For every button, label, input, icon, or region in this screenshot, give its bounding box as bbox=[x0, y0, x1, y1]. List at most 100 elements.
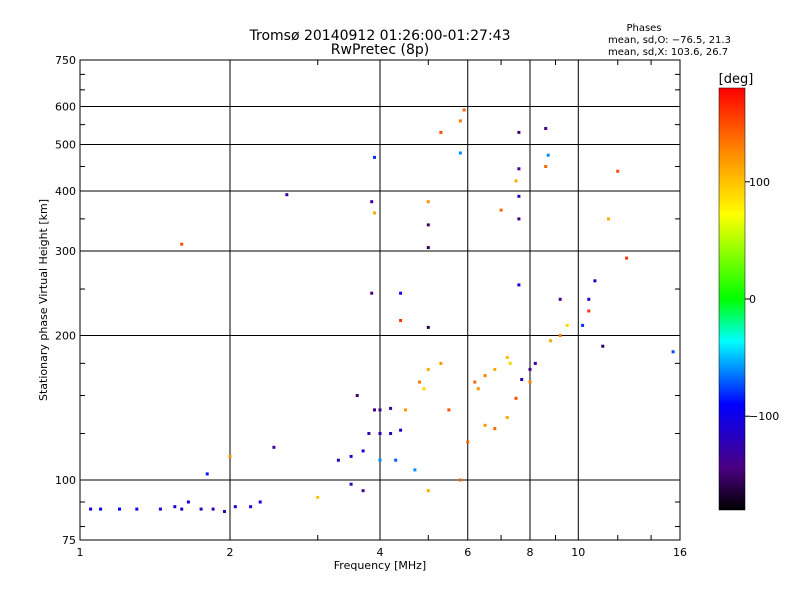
data-point bbox=[223, 510, 226, 513]
data-point bbox=[625, 256, 629, 260]
data-point bbox=[533, 361, 537, 365]
data-point bbox=[544, 165, 548, 168]
data-point bbox=[458, 119, 462, 123]
y-tick-label: 200 bbox=[55, 330, 76, 343]
data-point bbox=[373, 211, 376, 215]
data-point bbox=[426, 489, 430, 493]
data-point bbox=[483, 423, 487, 427]
data-point bbox=[466, 440, 470, 444]
data-point bbox=[399, 319, 403, 322]
data-point bbox=[476, 387, 480, 391]
data-point bbox=[355, 394, 359, 397]
data-point bbox=[180, 507, 184, 511]
data-point bbox=[378, 408, 382, 412]
data-point bbox=[389, 432, 393, 435]
chart-title: Tromsø 20140912 01:26:00-01:27:43 bbox=[249, 28, 511, 44]
data-point bbox=[186, 500, 190, 504]
data-point bbox=[517, 283, 521, 287]
data-point bbox=[439, 361, 443, 365]
colorbar-tick-label: 100 bbox=[749, 176, 770, 189]
y-axis-label: Stationary phase Virtual Height [km] bbox=[37, 199, 50, 401]
data-point bbox=[508, 361, 512, 365]
y-tick-label: 600 bbox=[55, 101, 76, 114]
data-point bbox=[228, 454, 232, 458]
data-point bbox=[413, 468, 417, 472]
y-tick-label: 300 bbox=[55, 245, 76, 258]
data-point bbox=[394, 458, 398, 462]
data-point bbox=[493, 427, 497, 431]
data-point bbox=[517, 217, 521, 221]
x-tick-label: 2 bbox=[227, 546, 234, 559]
data-point bbox=[349, 482, 353, 486]
data-point bbox=[99, 507, 103, 511]
data-point bbox=[593, 279, 597, 283]
data-point bbox=[373, 408, 376, 412]
data-point bbox=[458, 151, 462, 155]
colorbar-tick-label: 0 bbox=[749, 293, 756, 306]
data-point bbox=[367, 432, 371, 435]
x-tick-label: 6 bbox=[464, 546, 471, 559]
data-point bbox=[418, 380, 421, 384]
data-point bbox=[135, 507, 139, 511]
legend-entry-o: mean, sd,O: −76.5, 21.3 bbox=[608, 35, 731, 46]
legend-entry-x: mean, sd,X: 103.6, 26.7 bbox=[608, 47, 728, 58]
data-point bbox=[581, 323, 585, 327]
data-point bbox=[249, 505, 253, 509]
data-point bbox=[426, 367, 430, 371]
data-point bbox=[517, 167, 521, 171]
data-point bbox=[158, 507, 162, 511]
axis-ticks: 1 2 4 6 8 10 16 75 100 200 300 400 500 600 750 bbox=[55, 54, 687, 559]
x-tick-label: 4 bbox=[377, 546, 384, 559]
colorbar-ticks: 100 0 −100 bbox=[745, 176, 779, 423]
data-point bbox=[404, 408, 407, 412]
data-point bbox=[601, 344, 605, 348]
data-point bbox=[422, 387, 426, 391]
y-tick-label: 400 bbox=[55, 185, 76, 198]
y-tick-label: 750 bbox=[55, 54, 76, 67]
data-point bbox=[205, 472, 209, 476]
data-point bbox=[520, 378, 524, 381]
data-point bbox=[473, 380, 477, 384]
data-point bbox=[607, 217, 610, 221]
data-point bbox=[258, 500, 262, 504]
plot-frame bbox=[79, 59, 681, 541]
data-point bbox=[378, 458, 382, 462]
data-point bbox=[514, 179, 518, 183]
x-tick-label: 16 bbox=[673, 546, 687, 559]
data-point bbox=[336, 458, 340, 462]
x-tick-label: 1 bbox=[77, 546, 84, 559]
data-point bbox=[426, 200, 430, 204]
data-point bbox=[493, 367, 497, 371]
data-point bbox=[426, 246, 430, 250]
x-tick-label: 10 bbox=[571, 546, 585, 559]
chart-subtitle: RwPretec (8p) bbox=[331, 42, 429, 58]
data-point bbox=[389, 406, 393, 410]
colorbar bbox=[718, 87, 746, 511]
data-point bbox=[587, 297, 591, 301]
data-point bbox=[505, 416, 509, 419]
data-point bbox=[349, 454, 353, 458]
data-point bbox=[361, 449, 365, 453]
data-point bbox=[671, 350, 675, 354]
data-point bbox=[285, 193, 289, 197]
data-point bbox=[361, 489, 365, 493]
data-point bbox=[211, 507, 215, 511]
data-point bbox=[462, 108, 466, 112]
data-point bbox=[505, 356, 509, 359]
data-point bbox=[399, 291, 403, 295]
legend-heading: Phases bbox=[626, 23, 661, 34]
data-point bbox=[373, 155, 376, 159]
data-point bbox=[118, 507, 121, 511]
data-point bbox=[458, 478, 462, 482]
data-point bbox=[499, 208, 503, 212]
data-point bbox=[544, 127, 548, 130]
data-points bbox=[89, 108, 675, 513]
colorbar-label: [deg] bbox=[719, 72, 754, 87]
x-tick-label: 8 bbox=[527, 546, 534, 559]
data-point bbox=[546, 153, 550, 157]
data-point bbox=[272, 445, 276, 449]
data-point bbox=[89, 507, 93, 511]
y-tick-label: 75 bbox=[62, 534, 76, 547]
data-point bbox=[483, 374, 487, 378]
